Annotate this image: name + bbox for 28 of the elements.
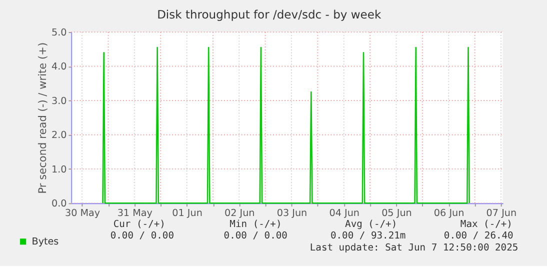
chart-title: Disk throughput for /dev/sdc - by week <box>157 8 382 22</box>
text: 0.00 / 93.21m <box>330 230 406 242</box>
x-tick-label: 06 Jun <box>434 208 464 220</box>
text: Min (-/+) <box>230 219 282 230</box>
text: 0.00 / 26.40 <box>444 230 514 242</box>
x-tick-label: 07 Jun <box>486 208 517 220</box>
y-tick-label: 0.0 <box>52 198 67 210</box>
x-tick-label: 03 Jun <box>276 208 308 220</box>
x-tick-label: 01 Jun <box>172 208 202 220</box>
y-axis-title: Pr second read (-) / write (+) <box>36 42 49 194</box>
x-tick-label: 30 May <box>64 208 100 220</box>
legend-label: Bytes <box>32 236 59 248</box>
line-series <box>102 46 470 204</box>
text: Last update: Sat Jun 7 12:50:00 2025 <box>310 242 518 254</box>
y-tick-label: 2.0 <box>52 130 67 142</box>
y-tick-label: 1.0 <box>52 164 67 176</box>
x-tick-label: 04 Jun <box>329 208 360 220</box>
text: Max (-/+) <box>460 219 512 230</box>
x-tick-label: 31 May <box>117 208 153 220</box>
text: Cur (-/+) <box>113 219 166 230</box>
text: 0.00 / 0.00 <box>224 230 288 242</box>
y-tick-label: 3.0 <box>52 96 67 107</box>
y-tick-label: 5.0 <box>52 27 67 38</box>
text: 0.00 / 0.00 <box>110 230 174 242</box>
x-tick-label: 02 Jun <box>224 208 255 220</box>
x-tick-label: 05 Jun <box>382 208 412 220</box>
text: Avg (-/+) <box>345 219 398 230</box>
y-tick-label: 4.0 <box>52 62 67 73</box>
